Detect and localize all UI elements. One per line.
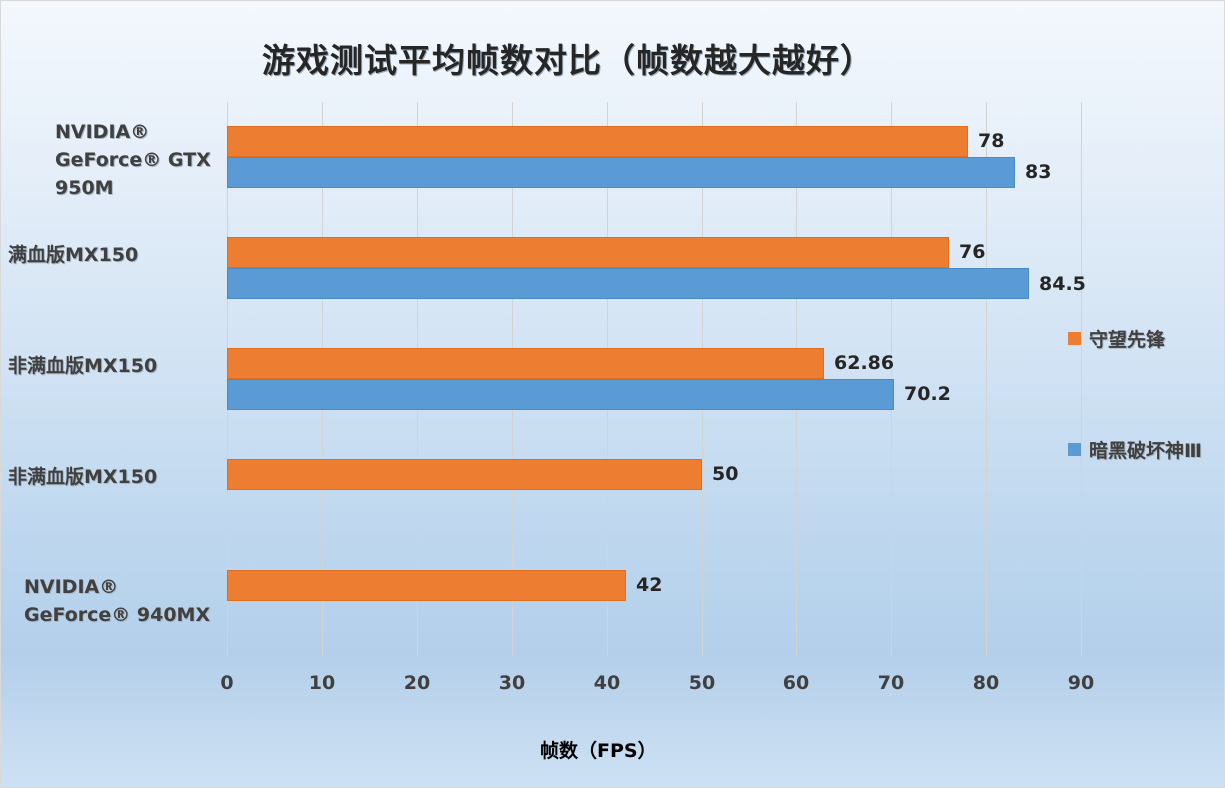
chart-title: 游戏测试平均帧数对比（帧数越大越好） (262, 41, 874, 80)
value-label: 78 (978, 130, 1005, 152)
x-tick: 90 (1067, 672, 1095, 694)
value-label: 50 (712, 463, 739, 485)
x-tick: 30 (498, 672, 526, 694)
category-line: 950M (55, 177, 114, 199)
bar-gtx950m-diablo3 (227, 157, 1015, 188)
legend-swatch-blue-icon (1068, 443, 1081, 456)
category-line: 满血版MX150 (8, 244, 139, 266)
legend-item-overwatch: 守望先锋 (1068, 325, 1165, 352)
category-line: NVIDIA® (55, 121, 150, 143)
bar-mx150-lite-diablo3 (227, 379, 894, 410)
x-tick: 70 (877, 672, 905, 694)
bar-mx150-full-overwatch (227, 237, 949, 268)
x-tick: 10 (308, 672, 336, 694)
x-tick: 80 (972, 672, 1000, 694)
category-line: GeForce® 940MX (24, 604, 211, 626)
legend-label: 守望先锋 (1089, 329, 1166, 351)
value-label: 84.5 (1039, 273, 1086, 295)
legend-swatch-orange-icon (1068, 332, 1081, 345)
x-tick: 40 (593, 672, 621, 694)
category-label-mx150-lite: 非满血版MX150 (8, 352, 157, 380)
legend-label: 暗黑破坏神Ⅲ (1089, 440, 1202, 462)
bar-mx150-lite-overwatch (227, 348, 824, 379)
bar-mx150-full-diablo3 (227, 268, 1029, 299)
bar-mx150-lite2-overwatch (227, 459, 702, 490)
value-label: 70.2 (904, 383, 951, 405)
value-label: 83 (1025, 161, 1052, 183)
category-label-mx150-lite-2: 非满血版MX150 (8, 463, 157, 491)
category-line: 非满血版MX150 (8, 355, 158, 377)
bar-gtx950m-overwatch (227, 126, 968, 157)
gridline-90 (1081, 102, 1082, 657)
category-line: 非满血版MX150 (8, 466, 158, 488)
value-label: 62.86 (834, 352, 895, 374)
x-tick: 0 (220, 672, 234, 694)
category-label-gtx950m: NVIDIA® GeForce® GTX 950M (55, 118, 211, 202)
category-line: NVIDIA® (24, 576, 119, 598)
plot-area: 78 83 76 84.5 62.86 70.2 50 42 (227, 102, 1086, 657)
bar-940mx-overwatch (227, 570, 626, 601)
x-tick: 20 (403, 672, 431, 694)
x-tick: 60 (782, 672, 810, 694)
gridline-80 (986, 102, 987, 657)
category-label-mx150-full: 满血版MX150 (8, 241, 138, 269)
legend-item-diablo3: 暗黑破坏神Ⅲ (1068, 436, 1202, 463)
x-tick: 50 (688, 672, 716, 694)
value-label: 42 (636, 574, 663, 596)
category-line: GeForce® GTX (55, 149, 211, 171)
x-axis-title: 帧数（FPS） (540, 740, 657, 762)
category-label-940mx: NVIDIA® GeForce® 940MX (24, 573, 210, 629)
value-label: 76 (959, 241, 986, 263)
